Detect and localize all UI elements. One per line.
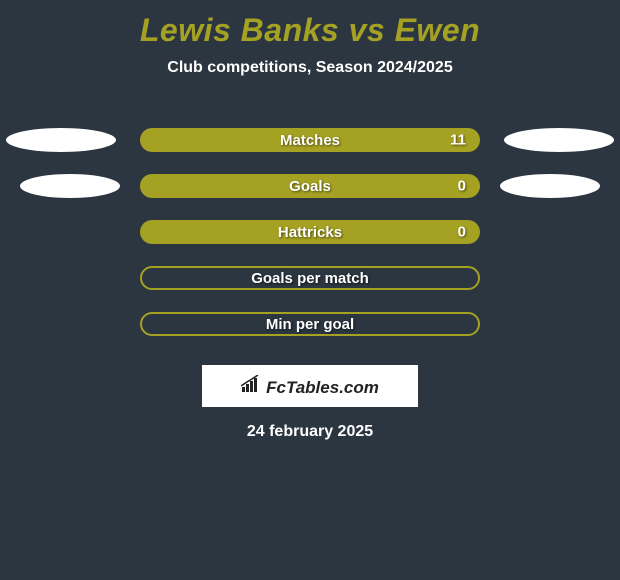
brand-label: FcTables.com [266,378,379,398]
stat-row: Goals per match [0,255,620,301]
page-subtitle: Club competitions, Season 2024/2025 [0,59,620,77]
stat-bar-matches: Matches 11 [140,128,480,152]
brand-text: FcTables.com [241,375,379,398]
stat-row: Goals 0 [0,163,620,209]
stat-bar-goals: Goals 0 [140,174,480,198]
stat-label: Min per goal [266,316,354,333]
left-marker-ellipse [20,174,120,198]
stat-bar-hattricks: Hattricks 0 [140,220,480,244]
stat-value: 0 [458,178,466,195]
right-marker-ellipse [504,128,614,152]
left-marker-ellipse [6,128,116,152]
stat-label: Hattricks [278,224,342,241]
stat-row: Min per goal [0,301,620,347]
date-label: 24 february 2025 [0,423,620,441]
stat-rows: Matches 11 Goals 0 Hattricks 0 Goals per… [0,117,620,347]
brand-badge: FcTables.com [202,365,418,407]
stat-row: Hattricks 0 [0,209,620,255]
stat-label: Matches [280,132,340,149]
stat-label: Goals per match [251,270,369,287]
stat-value: 11 [450,132,466,149]
chart-icon [241,375,263,398]
stat-bar-min-per-goal: Min per goal [140,312,480,336]
page-title: Lewis Banks vs Ewen [0,0,620,49]
right-marker-ellipse [500,174,600,198]
stat-row: Matches 11 [0,117,620,163]
stat-value: 0 [458,224,466,241]
stat-label: Goals [289,178,331,195]
stat-bar-goals-per-match: Goals per match [140,266,480,290]
